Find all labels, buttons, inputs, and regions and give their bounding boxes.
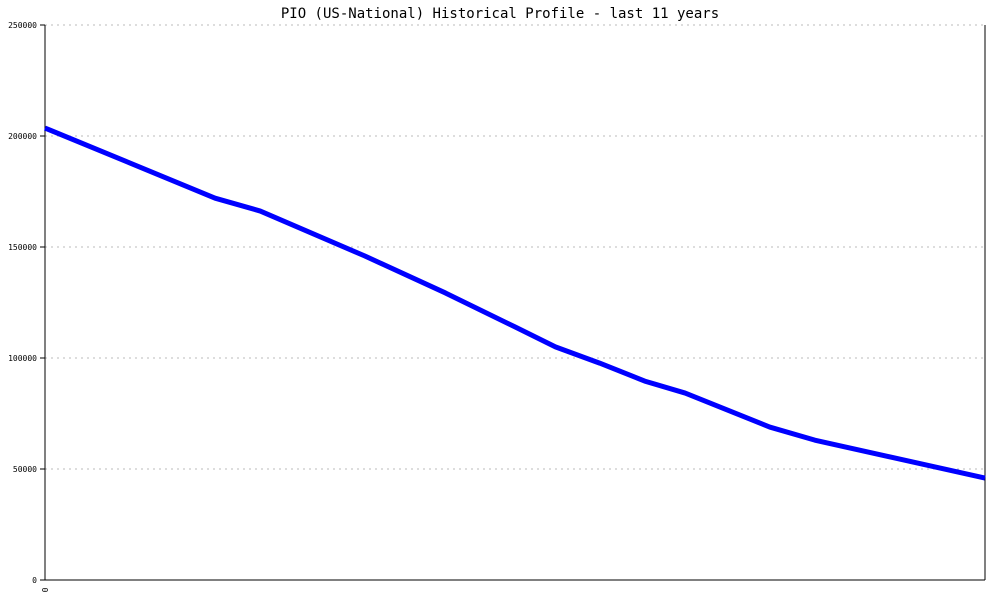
y-tick-label: 250000 bbox=[8, 21, 37, 30]
y-tick-label: 100000 bbox=[8, 354, 37, 363]
x-tick-label: 0 bbox=[41, 587, 50, 592]
y-axis-ticks: 0 50000 100000 150000 200000 250000 bbox=[8, 21, 45, 585]
chart-title: PIO (US-National) Historical Profile - l… bbox=[281, 6, 719, 22]
y-tick-label: 50000 bbox=[13, 465, 37, 474]
series-line bbox=[44, 125, 986, 481]
y-tick-label: 150000 bbox=[8, 243, 37, 252]
y-tick-label: 200000 bbox=[8, 132, 37, 141]
grid-lines bbox=[45, 24, 985, 470]
y-tick-label: 0 bbox=[32, 576, 37, 585]
